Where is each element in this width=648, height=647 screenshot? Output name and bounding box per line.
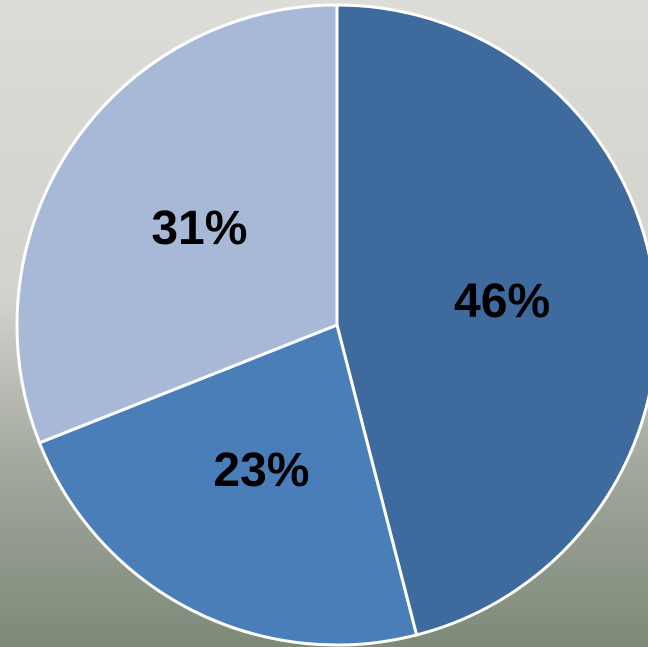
data-label: 46%	[454, 275, 550, 328]
pie-slice	[15, 3, 339, 445]
data-label: 31%	[151, 202, 247, 255]
data-label: 23%	[213, 444, 309, 497]
pie: 46% 23% 31%	[15, 3, 648, 647]
pie-slice	[335, 3, 648, 637]
pie-slice	[37, 322, 419, 647]
